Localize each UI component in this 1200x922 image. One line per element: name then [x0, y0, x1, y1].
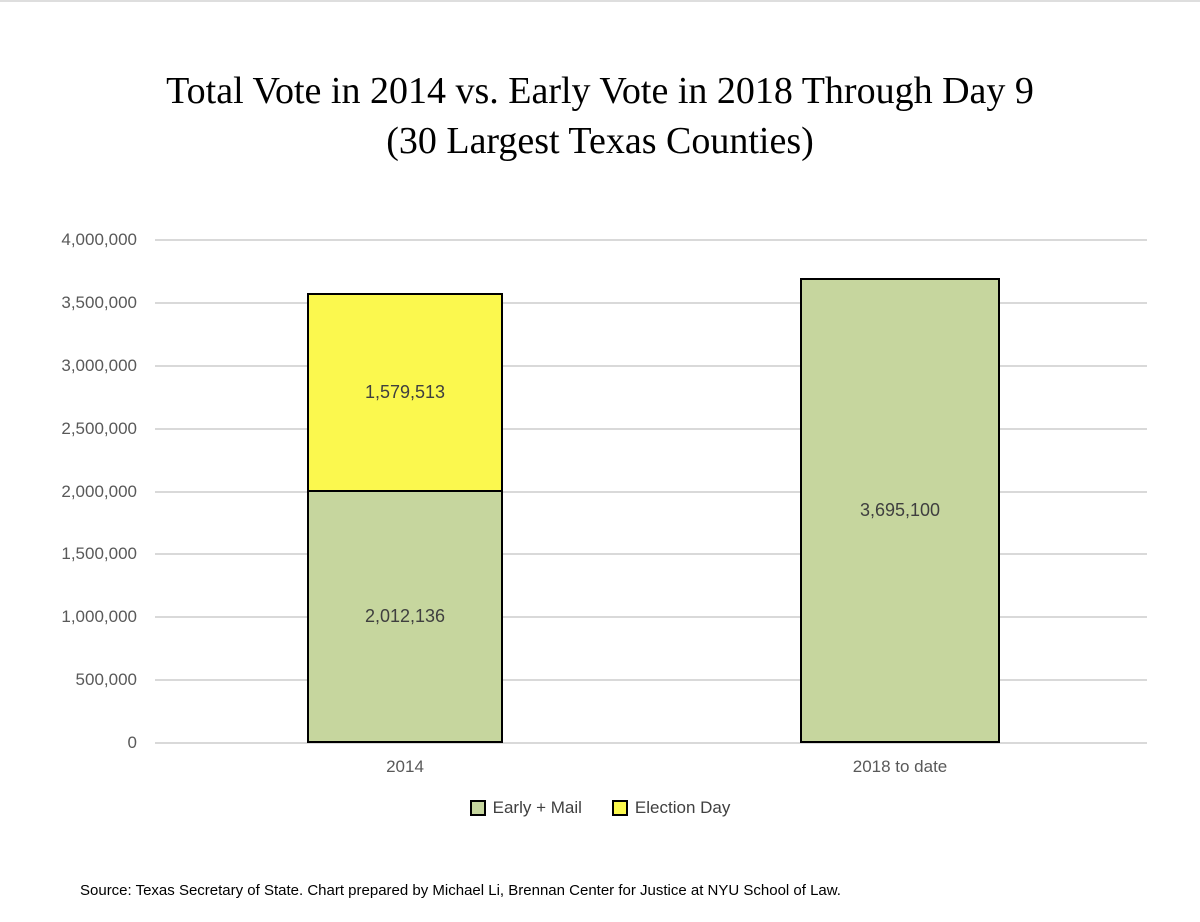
bar-value-label: 3,695,100 [859, 500, 941, 521]
y-tick-label: 4,000,000 [61, 230, 137, 249]
y-tick-label: 500,000 [75, 670, 137, 690]
chart-title: Total Vote in 2014 vs. Early Vote in 201… [0, 66, 1200, 166]
bar-segment-early-mail: 3,695,100 [800, 278, 1000, 743]
chart-title-line2: (30 Largest Texas Counties) [386, 120, 814, 162]
gridline [155, 427, 1147, 430]
gridline [155, 239, 1147, 241]
bar-segment-early-mail: 2,012,136 [307, 489, 503, 743]
bar-segment-election-day: 1,579,513 [307, 293, 503, 492]
y-axis: 0 500,000 1,000,000 1,500,000 2,000,000 2,500… [0, 230, 145, 752]
source-note: Source: Texas Secretary of State. Chart … [80, 882, 841, 899]
gridline [155, 301, 1147, 304]
bar-value-label: 1,579,513 [364, 382, 446, 403]
chart-title-line1: Total Vote in 2014 vs. Early Vote in 201… [166, 70, 1034, 112]
gridline [155, 679, 1147, 682]
bar-2018-to-date: 3,695,100 [800, 278, 1000, 743]
y-tick-label: 2,000,000 [61, 481, 137, 501]
y-tick-label: 1,500,000 [61, 544, 137, 564]
gridline [155, 490, 1147, 493]
plot-area: 2,012,136 1,579,513 3,695,100 [155, 239, 1147, 744]
legend-item-early-mail: Early + Mail [469, 798, 582, 818]
gridline [155, 553, 1147, 556]
y-tick-label: 0 [127, 733, 137, 752]
gridline [155, 742, 1147, 744]
legend-swatch-early-mail-icon [469, 800, 486, 816]
y-tick-label: 3,000,000 [61, 355, 137, 375]
legend-label: Election Day [634, 798, 731, 817]
y-tick-label: 3,500,000 [61, 292, 137, 312]
y-tick-label: 2,500,000 [61, 418, 137, 438]
x-axis-label-2014: 2014 [386, 757, 424, 776]
legend-swatch-election-day-icon [611, 800, 628, 816]
legend: Early + Mail Election Day [0, 798, 1200, 818]
gridline [155, 616, 1147, 619]
gridline [155, 364, 1147, 367]
legend-label: Early + Mail [492, 798, 582, 817]
top-border-line [0, 0, 1200, 2]
bar-2014: 2,012,136 1,579,513 [307, 293, 503, 743]
x-axis-label-2018-to-date: 2018 to date [852, 757, 948, 776]
y-tick-label: 1,000,000 [61, 607, 137, 627]
bar-value-label: 2,012,136 [364, 605, 446, 626]
legend-item-election-day: Election Day [611, 798, 731, 818]
